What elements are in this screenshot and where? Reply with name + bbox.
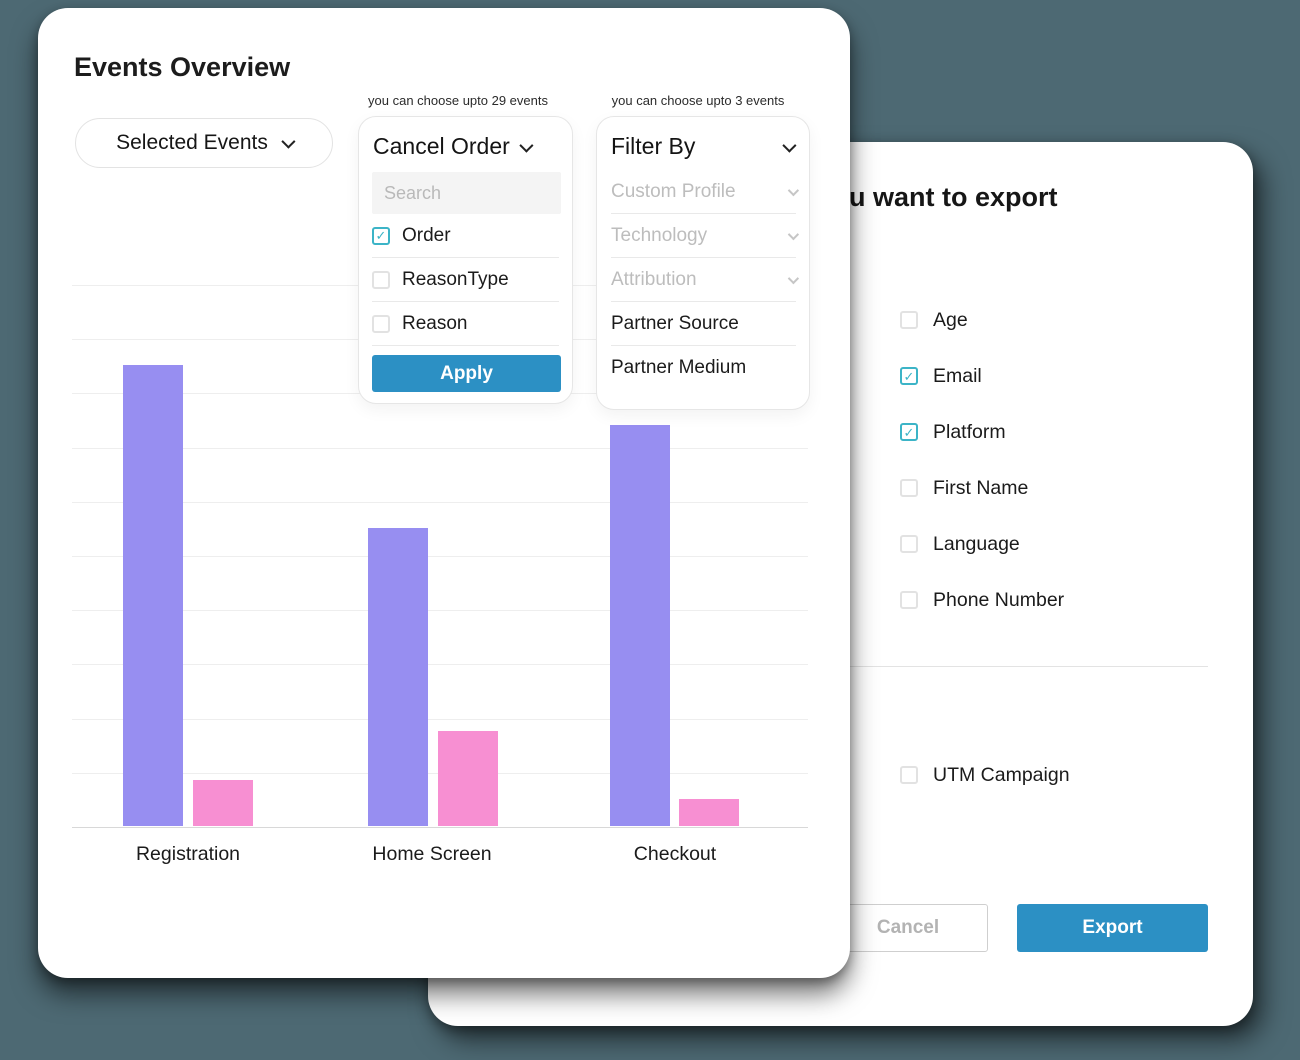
export-field-label: Platform <box>933 420 1006 443</box>
chevron-down-icon <box>787 184 800 196</box>
filter-option-row[interactable]: Partner Source <box>611 302 796 346</box>
event-option-row[interactable]: Reason <box>372 302 559 346</box>
export-field-row[interactable]: ✓ Email <box>900 348 1064 404</box>
chart-bar-primary <box>123 365 183 826</box>
checkbox-checked-icon[interactable]: ✓ <box>900 423 918 441</box>
export-field-label: First Name <box>933 476 1029 499</box>
export-field-label: UTM Campaign <box>933 763 1070 786</box>
chart-gridline <box>72 664 808 666</box>
selected-events-label: Selected Events <box>116 131 268 154</box>
export-field-label: Language <box>933 532 1020 555</box>
chart-gridline <box>72 827 808 828</box>
chart-gridline <box>72 447 808 449</box>
chart-bar-secondary <box>438 731 498 826</box>
chart-category-label: Registration <box>135 843 241 865</box>
chevron-down-icon <box>787 272 800 284</box>
event-select-header[interactable]: Cancel Order <box>359 117 572 170</box>
checkbox-checked-icon[interactable]: ✓ <box>372 226 390 245</box>
chart-gridline <box>72 556 808 557</box>
event-select-panel: Cancel Order ✓ Order ReasonType Reason Appl… <box>358 116 573 404</box>
filter-option-label: Attribution <box>611 268 697 290</box>
filter-option-row[interactable]: Custom Profile <box>611 170 800 214</box>
export-field-row[interactable]: Language <box>900 516 1064 572</box>
export-field-row[interactable]: ✓ Platform <box>900 404 1064 460</box>
chevron-down-icon <box>787 228 800 240</box>
export-field-label: Age <box>933 308 968 331</box>
filter-options-list: Custom Profile Technology Attribution Partn… <box>597 170 809 390</box>
chart-bar-primary <box>610 425 670 826</box>
event-option-row[interactable]: ReasonType <box>372 258 559 302</box>
chart-bar-secondary <box>679 799 739 826</box>
checkbox-icon[interactable] <box>900 591 918 609</box>
export-field-row[interactable]: First Name <box>900 460 1064 516</box>
event-option-label: ReasonType <box>402 268 509 290</box>
selected-events-dropdown[interactable]: Selected Events <box>75 118 333 168</box>
events-limit-hint: you can choose upto 29 events <box>368 93 548 108</box>
apply-button[interactable]: Apply <box>372 355 561 392</box>
checkbox-icon[interactable] <box>900 766 918 784</box>
chart-bar-primary <box>368 528 428 826</box>
export-button[interactable]: Export <box>1017 904 1208 952</box>
filter-option-row[interactable]: Attribution <box>611 258 800 302</box>
event-option-row[interactable]: ✓ Order <box>372 214 559 258</box>
event-select-title: Cancel Order <box>373 133 510 159</box>
checkbox-icon[interactable] <box>900 479 918 497</box>
export-field-label: Phone Number <box>933 588 1065 611</box>
event-options-list: ✓ Order ReasonType Reason <box>359 214 572 346</box>
chart-category-label: Checkout <box>633 843 717 865</box>
chart-gridline <box>72 610 808 612</box>
checkbox-icon[interactable] <box>372 314 390 333</box>
export-modal-title: u want to export <box>849 182 1058 212</box>
export-field-row[interactable]: Phone Number <box>900 572 1064 628</box>
page-title: Events Overview <box>74 52 291 82</box>
export-utm-list: UTM Campaign <box>900 747 1070 803</box>
event-option-label: Order <box>402 224 451 246</box>
chevron-down-icon <box>782 138 797 153</box>
export-fields-list: Age ✓ Email ✓ Platform First Name Language Phon… <box>900 292 1064 628</box>
events-overview-card: Events Overview you can choose upto 29 e… <box>38 8 850 978</box>
checkbox-checked-icon[interactable]: ✓ <box>900 367 918 385</box>
filter-option-row[interactable]: Technology <box>611 214 800 258</box>
filters-limit-hint: you can choose upto 3 events <box>611 93 785 108</box>
checkbox-icon[interactable] <box>372 270 390 289</box>
filter-option-label: Custom Profile <box>611 180 736 202</box>
filter-by-panel: Filter By Custom Profile Technology Attrib… <box>596 116 810 410</box>
export-field-label: Email <box>933 364 982 387</box>
export-field-row[interactable]: Age <box>900 292 1064 348</box>
checkbox-icon[interactable] <box>900 311 918 329</box>
filter-option-label: Partner Medium <box>611 357 747 378</box>
chart-category-label: Home Screen <box>372 843 492 865</box>
filter-by-title: Filter By <box>611 133 696 159</box>
checkbox-icon[interactable] <box>900 535 918 553</box>
chart-bar-secondary <box>193 780 253 826</box>
filter-option-label: Partner Source <box>611 312 739 334</box>
filter-option-row[interactable]: Partner Medium <box>611 346 796 390</box>
chart-gridline <box>72 718 808 720</box>
export-field-row[interactable]: UTM Campaign <box>900 747 1070 803</box>
filter-by-header[interactable]: Filter By <box>597 117 809 170</box>
chart-gridline <box>72 501 808 503</box>
chevron-down-icon <box>281 134 296 149</box>
event-option-label: Reason <box>402 312 468 334</box>
cancel-button[interactable]: Cancel <box>828 904 988 952</box>
filter-option-label: Technology <box>611 224 708 246</box>
search-input[interactable] <box>372 172 561 214</box>
chevron-down-icon <box>519 138 534 153</box>
